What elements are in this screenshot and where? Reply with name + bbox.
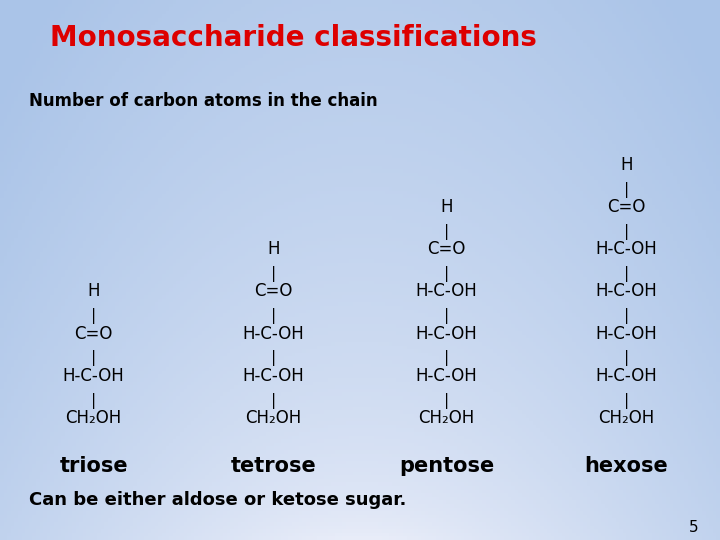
Text: H-C-OH: H-C-OH [595, 282, 657, 300]
Text: C=O: C=O [74, 325, 113, 342]
Text: H: H [87, 282, 100, 300]
Text: CH₂OH: CH₂OH [246, 409, 302, 427]
Text: |: | [622, 182, 631, 198]
Text: H-C-OH: H-C-OH [595, 240, 657, 258]
Text: H: H [440, 198, 453, 216]
Text: |: | [442, 350, 451, 367]
Text: H-C-OH: H-C-OH [243, 367, 305, 384]
Text: Number of carbon atoms in the chain: Number of carbon atoms in the chain [29, 92, 377, 110]
Text: |: | [89, 350, 98, 367]
Text: C=O: C=O [427, 240, 466, 258]
Text: tetrose: tetrose [230, 456, 317, 476]
Text: H: H [620, 156, 633, 174]
Text: |: | [442, 393, 451, 409]
Text: Can be either aldose or ketose sugar.: Can be either aldose or ketose sugar. [29, 491, 406, 509]
Text: C=O: C=O [607, 198, 646, 216]
Text: H-C-OH: H-C-OH [63, 367, 125, 384]
Text: CH₂OH: CH₂OH [66, 409, 122, 427]
Text: Monosaccharide classifications: Monosaccharide classifications [50, 24, 537, 52]
Text: |: | [622, 350, 631, 367]
Text: CH₂OH: CH₂OH [598, 409, 654, 427]
Text: |: | [89, 308, 98, 325]
Text: |: | [89, 393, 98, 409]
Text: H-C-OH: H-C-OH [415, 325, 477, 342]
Text: H-C-OH: H-C-OH [415, 282, 477, 300]
Text: CH₂OH: CH₂OH [418, 409, 474, 427]
Text: H: H [267, 240, 280, 258]
Text: |: | [269, 350, 278, 367]
Text: |: | [622, 308, 631, 325]
Text: |: | [622, 393, 631, 409]
Text: |: | [269, 308, 278, 325]
Text: pentose: pentose [399, 456, 494, 476]
Text: 5: 5 [689, 519, 698, 535]
Text: |: | [269, 393, 278, 409]
Text: H-C-OH: H-C-OH [243, 325, 305, 342]
Text: |: | [442, 224, 451, 240]
Text: triose: triose [59, 456, 128, 476]
Text: H-C-OH: H-C-OH [595, 325, 657, 342]
Text: |: | [622, 224, 631, 240]
Text: hexose: hexose [585, 456, 668, 476]
Text: |: | [622, 266, 631, 282]
Text: |: | [442, 266, 451, 282]
Text: |: | [442, 308, 451, 325]
Text: C=O: C=O [254, 282, 293, 300]
Text: H-C-OH: H-C-OH [595, 367, 657, 384]
Text: H-C-OH: H-C-OH [415, 367, 477, 384]
Text: |: | [269, 266, 278, 282]
